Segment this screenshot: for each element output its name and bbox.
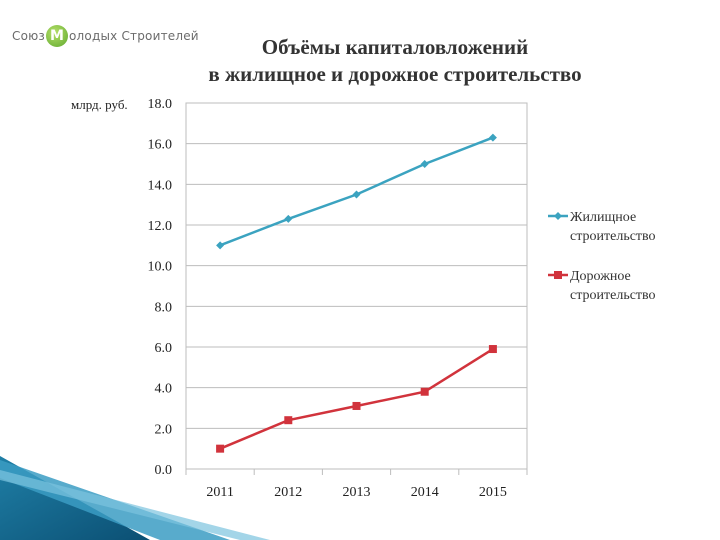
- x-tick-label: 2011: [206, 485, 233, 500]
- y-tick-label: 2.0: [155, 422, 173, 437]
- y-tick-label: 0.0: [155, 463, 173, 478]
- x-tick-label: 2014: [411, 485, 439, 500]
- legend-label: Жилищное: [570, 210, 636, 225]
- chart-title: Объёмы капиталовложений в жилищное и дор…: [150, 34, 640, 88]
- data-point-series-2: [284, 416, 293, 425]
- x-tick-label: 2015: [479, 485, 507, 500]
- legend-label: строительство: [570, 288, 656, 303]
- y-tick-label: 12.0: [148, 219, 173, 234]
- x-tick-label: 2013: [343, 485, 371, 500]
- decorative-corner: [0, 456, 270, 540]
- decorative-corner-band-3: [0, 470, 270, 540]
- logo: Союз М олодых Строителей: [12, 20, 199, 52]
- y-tick-label: 4.0: [155, 382, 173, 397]
- y-axis-label: млрд. руб.: [71, 97, 128, 112]
- y-tick-label: 8.0: [155, 300, 173, 315]
- data-point-series-1: [420, 160, 429, 168]
- legend-marker: [554, 212, 562, 220]
- logo-emblem: М: [46, 25, 69, 47]
- logo-emblem-letter: М: [50, 28, 64, 44]
- data-point-series-2: [216, 444, 225, 453]
- data-point-series-1: [284, 214, 293, 223]
- legend-label: строительство: [570, 229, 656, 244]
- y-tick-label: 18.0: [148, 97, 173, 112]
- chart-title-line-1: Объёмы капиталовложений: [261, 35, 529, 59]
- data-point-series-1: [216, 241, 225, 250]
- logo-text-left: Союз: [12, 29, 46, 43]
- data-point-series-2: [488, 345, 497, 354]
- y-tick-label: 6.0: [155, 341, 173, 356]
- y-tick-label: 14.0: [148, 178, 173, 193]
- x-tick-label: 2012: [274, 485, 302, 500]
- legend-marker: [554, 271, 562, 279]
- data-point-series-1: [488, 133, 497, 142]
- data-point-series-2: [352, 401, 361, 410]
- data-point-series-1: [352, 190, 361, 199]
- data-point-series-2: [420, 387, 429, 396]
- logo-text-right: олодых Строителей: [69, 29, 199, 43]
- y-tick-label: 10.0: [148, 260, 173, 275]
- y-tick-label: 16.0: [148, 138, 173, 153]
- chart-title-line-2: в жилищное и дорожное строительство: [208, 62, 582, 86]
- legend-label: Дорожное: [570, 269, 631, 284]
- plot-area-border: [185, 102, 528, 470]
- series-line-2: [219, 347, 494, 450]
